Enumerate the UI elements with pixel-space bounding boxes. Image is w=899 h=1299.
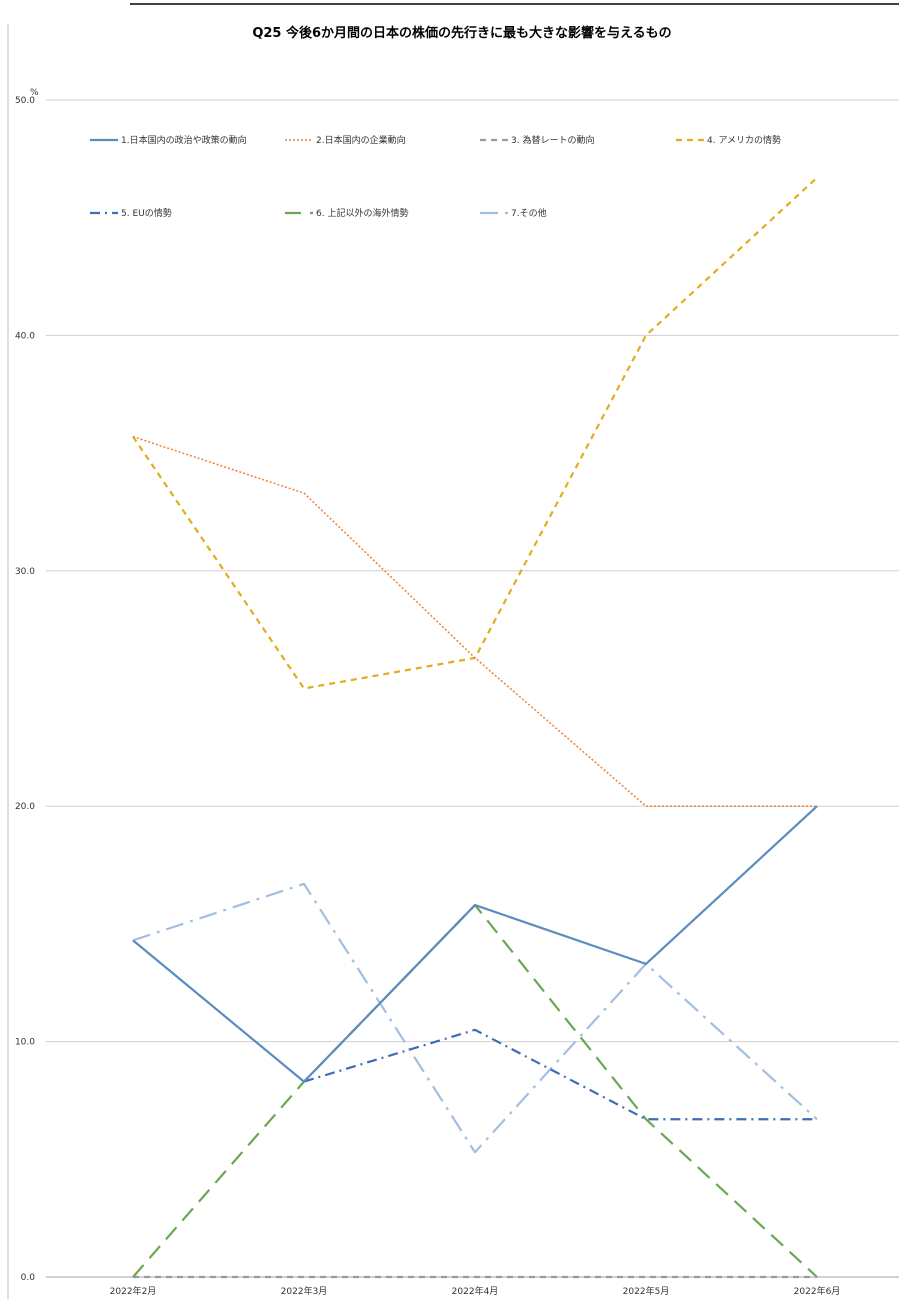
series-line [303,1028,817,1121]
legend-label: 2.日本国内の企業動向 [316,134,406,146]
series-line [132,805,818,1083]
y-tick-label: 50.0 [15,96,35,106]
series-line [132,903,818,1278]
y-axis-unit: % [30,88,39,98]
legend-label: 6. 上記以外の海外情勢 [316,207,408,219]
series-line [132,882,818,1154]
series-line [132,176,818,690]
x-tick-label: 2022年4月 [452,1285,499,1297]
chart-title: Q25 今後6か月間の日本の株価の先行きに最も大きな影響を与えるもの [252,25,671,41]
legend-label: 5. EUの情勢 [121,207,172,219]
y-tick-label: 0.0 [21,1273,36,1283]
legend-label: 3. 為替レートの動向 [511,134,594,146]
y-tick-label: 10.0 [15,1038,35,1048]
x-tick-label: 2022年2月 [110,1285,157,1297]
y-tick-label: 40.0 [15,331,35,341]
x-tick-label: 2022年5月 [623,1285,670,1297]
series-lines [132,176,818,1279]
y-axis: 0.0 10.0 20.0 30.0 40.0 50.0 [15,96,35,1283]
y-tick-label: 20.0 [15,802,35,812]
legend-label: 1.日本国内の政治や政策の動向 [121,134,247,146]
x-axis: 2022年2月 2022年3月 2022年4月 2022年5月 2022年6月 [110,1285,841,1297]
x-tick-label: 2022年3月 [281,1285,328,1297]
gridlines [46,99,899,1278]
legend-label: 4. アメリカの情勢 [707,134,781,146]
x-tick-label: 2022年6月 [794,1285,841,1297]
legend: 1.日本国内の政治や政策の動向 2.日本国内の企業動向 3. 為替レートの動向 4. … [90,134,781,219]
y-tick-label: 30.0 [15,567,35,577]
series-line [132,435,817,807]
legend-label: 7.その他 [511,207,547,219]
